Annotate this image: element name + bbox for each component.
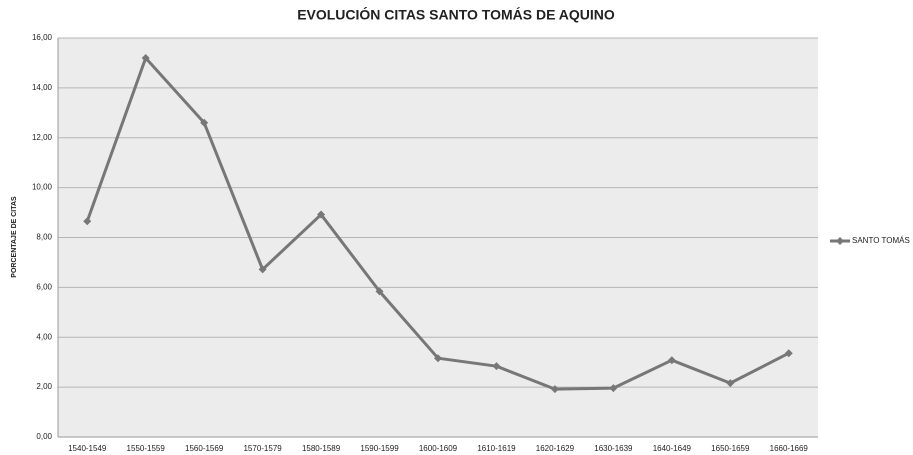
marker xyxy=(200,118,209,127)
x-tick-label: 1600-1609 xyxy=(419,444,458,453)
marker xyxy=(492,362,501,371)
x-tick-label: 1630-1639 xyxy=(594,444,633,453)
marker xyxy=(609,384,618,393)
y-tick-label: 16,00 xyxy=(32,33,53,42)
x-tick-label: 1570-1579 xyxy=(243,444,282,453)
y-tick-label: 0,00 xyxy=(36,432,52,441)
legend-marker xyxy=(836,237,844,245)
y-tick-label: 6,00 xyxy=(36,282,52,291)
marker xyxy=(141,53,150,62)
x-tick-label: 1610-1619 xyxy=(477,444,516,453)
marker xyxy=(550,385,559,394)
marker xyxy=(375,287,384,296)
x-tick-label: 1620-1629 xyxy=(536,444,575,453)
y-tick-label: 4,00 xyxy=(36,332,52,341)
y-tick-label: 2,00 xyxy=(36,382,52,391)
y-axis-label: PORCENTAJE DE CITAS xyxy=(11,196,18,278)
x-tick-label: 1540-1549 xyxy=(68,444,107,453)
marker xyxy=(83,217,92,226)
x-tick-label: 1580-1589 xyxy=(302,444,341,453)
marker xyxy=(317,210,326,219)
x-tick-label: 1640-1649 xyxy=(653,444,692,453)
y-tick-label: 10,00 xyxy=(32,183,53,192)
y-tick-label: 12,00 xyxy=(32,133,53,142)
marker xyxy=(784,349,793,358)
x-tick-label: 1560-1569 xyxy=(185,444,224,453)
legend-label: SANTO TOMÁS xyxy=(852,236,910,245)
x-tick-label: 1650-1659 xyxy=(711,444,750,453)
chart-title: EVOLUCIÓN CITAS SANTO TOMÁS DE AQUINO xyxy=(297,6,615,23)
marker xyxy=(726,379,735,388)
x-tick-label: 1590-1599 xyxy=(360,444,399,453)
marker xyxy=(667,356,676,365)
y-tick-label: 14,00 xyxy=(32,83,53,92)
x-tick-label: 1550-1559 xyxy=(127,444,166,453)
marker xyxy=(258,265,267,274)
x-tick-label: 1660-1669 xyxy=(770,444,809,453)
marker xyxy=(434,354,442,363)
y-tick-label: 8,00 xyxy=(36,233,52,242)
